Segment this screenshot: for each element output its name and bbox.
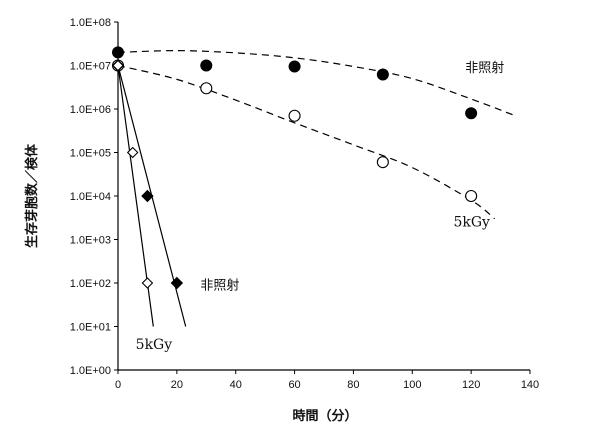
x-tick-label: 60 [288,379,300,391]
point-filled-diamond [141,189,154,203]
point-filled-circle [288,60,301,73]
axes: 1.0E+00 1.0E+01 1.0E+02 1.0E+03 1.0E+04 1.0E+… [70,17,539,391]
y-tick-label: 1.0E+07 [70,61,111,73]
y-tick-label: 1.0E+01 [70,322,111,334]
y-tick-label: 1.0E+05 [70,148,111,160]
annotation-5kgy-diamonds: 5kGy [136,337,173,353]
y-tick-label: 1.0E+04 [70,191,111,203]
y-tick-label: 1.0E+08 [70,17,111,29]
x-tick-label: 40 [230,379,242,391]
point-open-circle [200,82,213,95]
point-filled-circle [376,68,389,81]
trend-line-series-1 [117,64,496,220]
x-tick-label: 0 [115,379,121,391]
x-tick-label: 120 [462,379,480,391]
y-tick-label: 1.0E+00 [70,365,111,377]
point-open-diamond [126,146,139,159]
data-points [111,46,478,290]
x-tick-label: 140 [521,379,539,391]
y-tick-label: 1.0E+03 [70,235,111,247]
y-tick-label: 1.0E+06 [70,104,111,116]
x-tick-label: 80 [347,379,359,391]
annotation-unirradiated-circles: 非照射 [465,60,504,76]
y-tick-label: 1.0E+02 [70,278,111,290]
y-axis-title: 生存芽胞数／検体 [24,143,40,248]
point-filled-circle [112,46,124,59]
point-open-diamond [141,277,154,289]
x-tick-label: 20 [171,379,183,391]
point-open-circle [465,189,478,203]
annotation-unirradiated-diamonds: 非照射 [200,278,239,294]
point-filled-circle [200,59,213,72]
point-open-circle [376,156,389,169]
point-filled-circle [465,107,478,120]
point-open-diamond [112,59,124,72]
point-open-circle [288,109,301,122]
x-axis-title: 時間（分） [292,408,357,424]
annotation-5kgy-circles: 5kGy [453,214,490,230]
point-filled-diamond [170,276,184,290]
trend-line-series-0 [117,50,516,117]
x-tick-label: 100 [403,379,421,391]
